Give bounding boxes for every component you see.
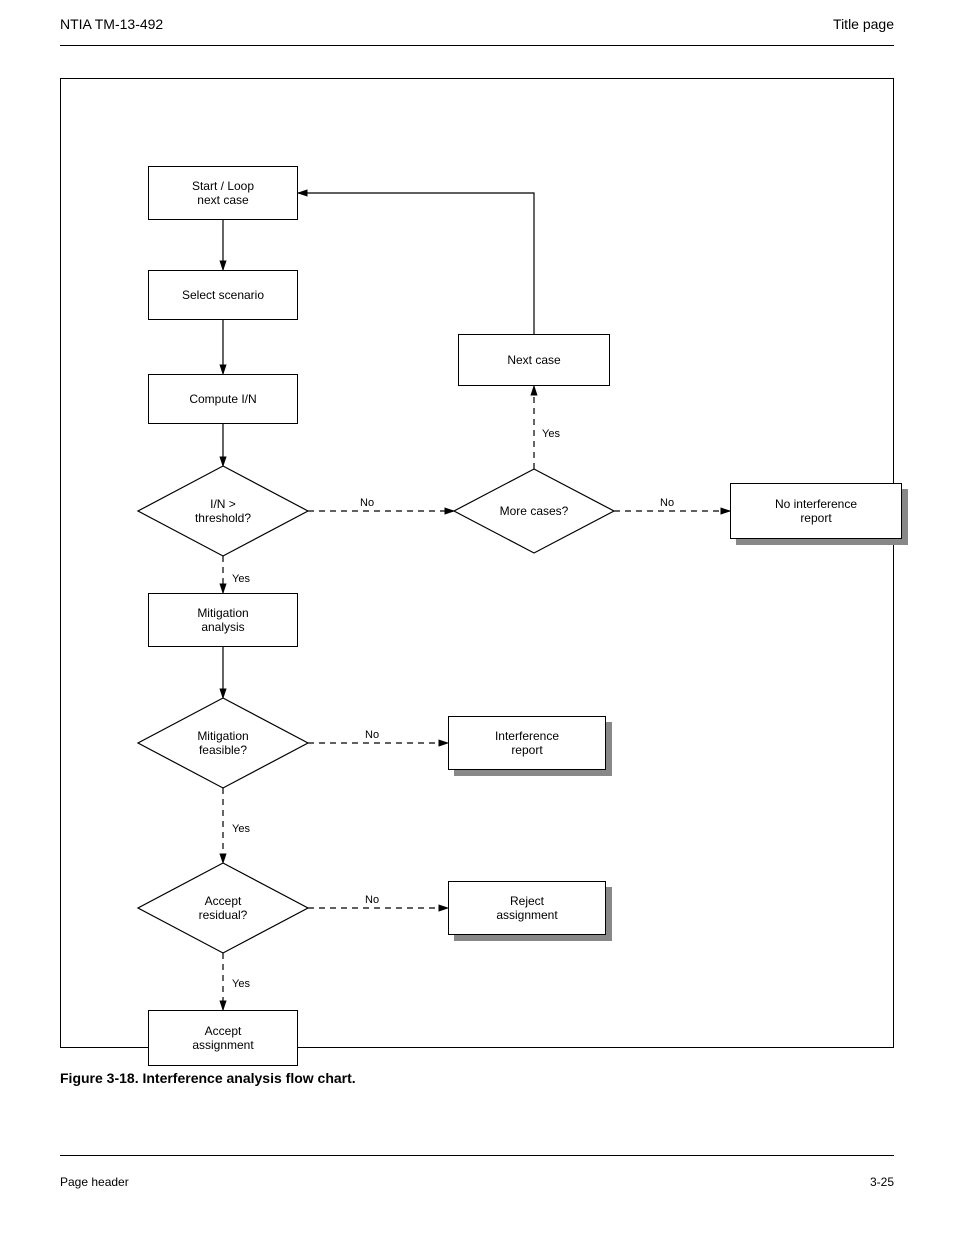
node-label-d1: I/N >threshold?	[138, 466, 308, 556]
footer-right: 3-25	[870, 1175, 894, 1189]
node-r3: Rejectassignment	[448, 881, 606, 935]
node-n2: Select scenario	[148, 270, 298, 320]
header-left: NTIA TM-13-492	[60, 16, 163, 32]
edge-label-4: Yes	[542, 428, 560, 440]
edge-label-11: No	[365, 894, 379, 906]
node-r1: No interferencereport	[730, 483, 902, 539]
header-right: Title page	[833, 16, 894, 32]
node-n3: Compute I/N	[148, 374, 298, 424]
edge-label-12: Yes	[232, 978, 250, 990]
node-r2: Interferencereport	[448, 716, 606, 770]
edge-label-3: No	[360, 497, 374, 509]
page: NTIA TM-13-492 Title page Start / Loopne…	[0, 0, 954, 1235]
edge-label-6: No	[660, 497, 674, 509]
node-n5: Mitigationanalysis	[148, 593, 298, 647]
edge-label-9: No	[365, 729, 379, 741]
node-label-d4: Acceptresidual?	[138, 863, 308, 953]
node-label-d3: Mitigationfeasible?	[138, 698, 308, 788]
footer-left: Page header	[60, 1175, 129, 1189]
edge-label-10: Yes	[232, 823, 250, 835]
edge-label-7: Yes	[232, 573, 250, 585]
edge-n4-n1	[298, 193, 534, 334]
footer-rule	[60, 1155, 894, 1156]
node-n1: Start / Loopnext case	[148, 166, 298, 220]
header-rule	[60, 45, 894, 46]
node-n4: Next case	[458, 334, 610, 386]
figure-caption: Figure 3-18. Interference analysis flow …	[60, 1070, 356, 1086]
node-label-d2: More cases?	[454, 469, 614, 553]
node-n6: Acceptassignment	[148, 1010, 298, 1066]
